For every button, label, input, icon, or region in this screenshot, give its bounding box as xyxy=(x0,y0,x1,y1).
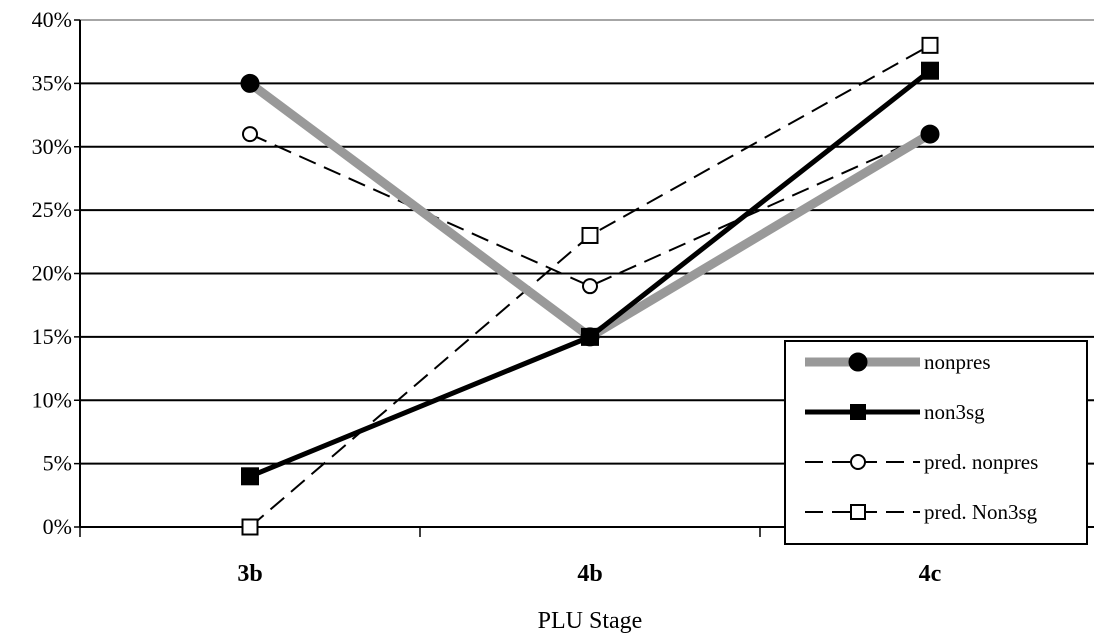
data-point xyxy=(240,73,260,93)
series-non3sg xyxy=(241,61,939,486)
data-point xyxy=(582,278,598,295)
x-axis-tick-labels: 3b 4b 4c xyxy=(237,561,941,587)
data-point xyxy=(581,226,599,244)
legend-label: pred. nonpres xyxy=(924,450,1038,474)
gridlines xyxy=(74,19,1094,528)
y-tick-label: 25% xyxy=(32,197,72,222)
data-point xyxy=(850,454,866,470)
y-tick-label: 30% xyxy=(32,134,72,159)
y-tick-label: 20% xyxy=(32,261,72,286)
legend-label: nonpres xyxy=(924,350,991,374)
data-point xyxy=(921,61,939,80)
data-point xyxy=(581,327,599,346)
y-tick-label: 5% xyxy=(43,451,72,476)
y-tick-label: 0% xyxy=(43,514,72,539)
x-axis-title: PLU Stage xyxy=(538,608,643,634)
data-point xyxy=(921,36,939,54)
x-tick-label: 3b xyxy=(237,561,262,587)
legend-item: pred. nonpres xyxy=(805,450,1038,474)
legend-item: non3sg xyxy=(805,400,985,424)
legend-item: pred. Non3sg xyxy=(805,500,1038,524)
data-point xyxy=(850,404,866,420)
legend: nonpres non3sg pred. nonpres pred. Non3sg xyxy=(784,340,1088,545)
x-tick-label: 4c xyxy=(919,561,942,587)
y-tick-label: 35% xyxy=(32,70,72,95)
y-tick-label: 40% xyxy=(32,7,72,32)
data-point xyxy=(850,504,866,520)
series-layer xyxy=(240,36,940,536)
legend-item: nonpres xyxy=(805,350,991,374)
data-point xyxy=(920,124,940,144)
legend-box xyxy=(784,340,1088,545)
y-axis-tick-labels: 0% 5% 10% 15% 20% 25% 30% 35% 40% xyxy=(32,7,72,539)
legend-label: pred. Non3sg xyxy=(924,500,1038,524)
data-point xyxy=(241,467,259,486)
y-tick-label: 10% xyxy=(32,387,72,412)
data-point xyxy=(241,518,259,536)
legend-label: non3sg xyxy=(924,400,985,424)
data-point xyxy=(848,352,868,372)
data-point xyxy=(242,126,258,143)
x-tick-label: 4b xyxy=(577,561,602,587)
y-tick-label: 15% xyxy=(32,324,72,349)
series-line xyxy=(249,133,931,288)
